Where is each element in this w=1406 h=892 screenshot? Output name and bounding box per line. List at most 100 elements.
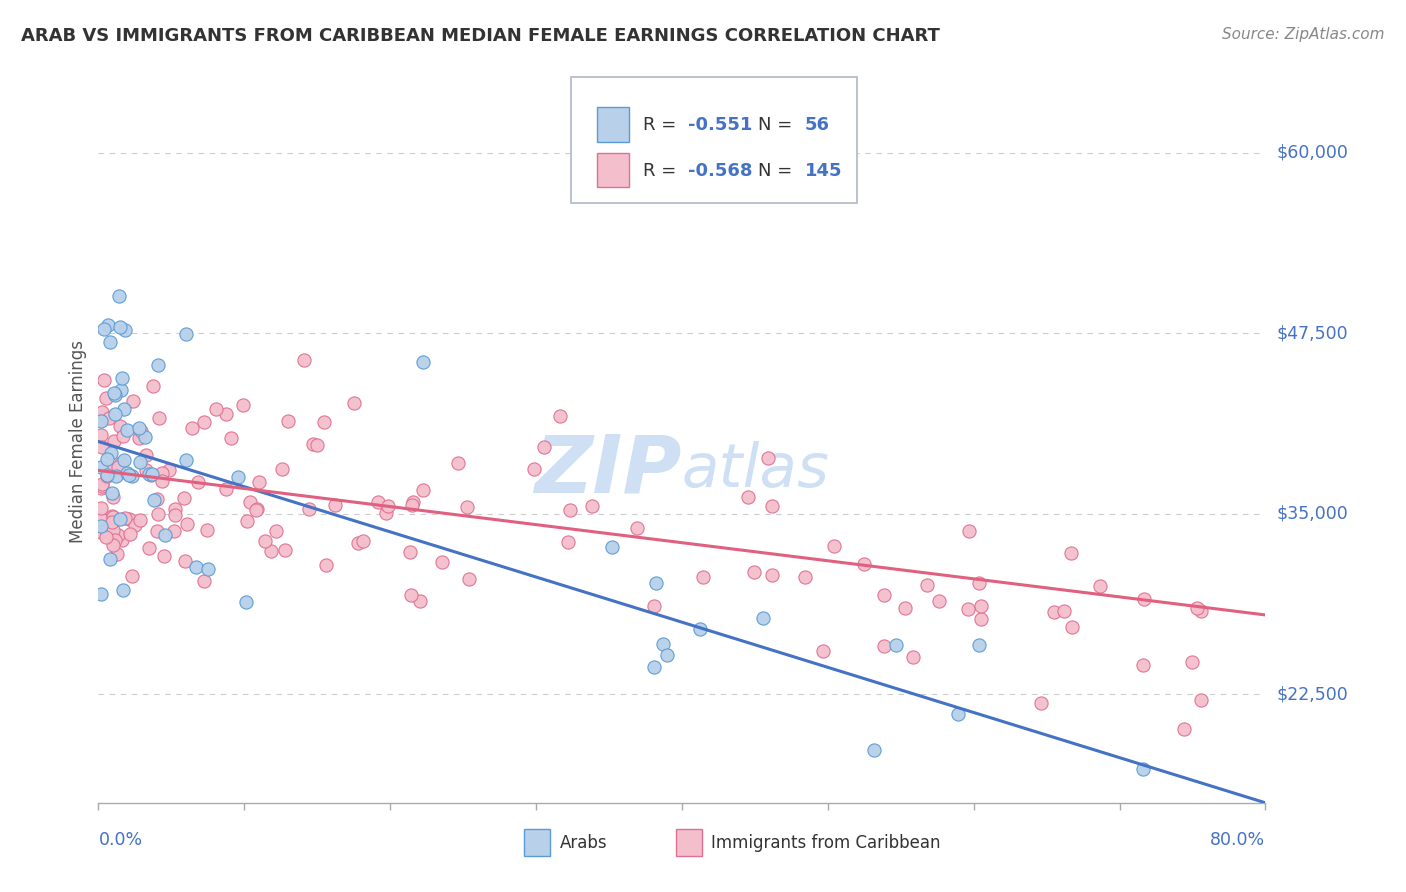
Point [193,574,215,588]
Point [111,533,134,547]
Point [107,459,129,474]
Point [165,502,187,516]
Point [894,600,917,615]
Point [367,494,389,508]
Point [928,594,950,608]
Point [90,512,112,526]
Point [458,572,481,586]
Point [118,512,141,526]
FancyBboxPatch shape [676,829,702,856]
Point [872,639,894,653]
Point [823,539,845,553]
Point [163,524,186,538]
Point [90,479,112,493]
Point [146,507,169,521]
Point [412,483,434,498]
Point [970,612,993,626]
Point [969,638,991,652]
Point [103,386,125,401]
Point [135,463,157,477]
Point [1132,763,1154,777]
Point [862,743,884,757]
FancyBboxPatch shape [524,829,550,856]
Point [128,420,150,434]
Point [163,508,186,522]
Point [1132,658,1154,673]
Point [794,570,817,584]
Point [139,468,162,483]
Point [557,534,579,549]
Point [956,601,979,615]
Point [375,506,398,520]
Point [96,468,118,483]
Point [298,502,321,516]
Point [118,467,141,482]
Point [157,463,180,477]
Point [128,455,150,469]
Point [412,355,434,369]
Text: N =: N = [758,161,797,179]
Point [1029,696,1052,710]
Point [315,558,337,573]
Point [917,578,939,592]
FancyBboxPatch shape [571,77,856,203]
Text: Arabs: Arabs [560,833,607,852]
Point [93,322,115,336]
Point [142,379,165,393]
Point [852,558,875,572]
Point [301,437,323,451]
Point [343,396,366,410]
Point [103,434,125,449]
Point [107,528,129,542]
Point [447,456,470,470]
Point [254,534,277,549]
Text: atlas: atlas [682,441,830,500]
Text: 145: 145 [804,161,842,179]
Y-axis label: Median Female Earnings: Median Female Earnings [69,340,87,543]
Point [239,494,262,508]
Point [1189,604,1212,618]
Point [90,501,112,516]
Point [104,407,127,421]
Point [1173,722,1195,736]
Point [91,440,114,454]
Point [117,466,139,480]
Point [100,446,122,460]
Point [124,518,146,533]
Point [129,513,152,527]
Point [145,524,167,538]
Text: Immigrants from Caribbean: Immigrants from Caribbean [711,833,941,852]
Point [110,456,132,470]
Point [110,418,132,433]
Text: 80.0%: 80.0% [1211,830,1265,848]
Point [271,462,294,476]
Text: $22,500: $22,500 [1277,685,1348,704]
Point [232,398,254,412]
Point [187,475,209,489]
Point [103,490,125,504]
Point [150,466,173,480]
Text: -0.551: -0.551 [688,116,752,134]
Point [195,523,218,537]
Text: ARAB VS IMMIGRANTS FROM CARIBBEAN MEDIAN FEMALE EARNINGS CORRELATION CHART: ARAB VS IMMIGRANTS FROM CARIBBEAN MEDIAN… [21,27,941,45]
Point [215,407,238,421]
Point [401,494,423,508]
Text: -0.568: -0.568 [688,161,752,179]
Point [180,420,202,434]
Point [761,499,783,513]
Point [90,519,112,533]
Point [141,467,163,481]
FancyBboxPatch shape [596,153,630,187]
Point [946,706,969,721]
Point [347,535,370,549]
Point [135,448,157,462]
Point [173,491,195,505]
Point [221,431,243,445]
Point [138,467,160,482]
Point [114,323,136,337]
Point [110,319,132,334]
Point [138,541,160,555]
Point [626,521,648,535]
Point [96,452,118,467]
Point [128,431,150,445]
